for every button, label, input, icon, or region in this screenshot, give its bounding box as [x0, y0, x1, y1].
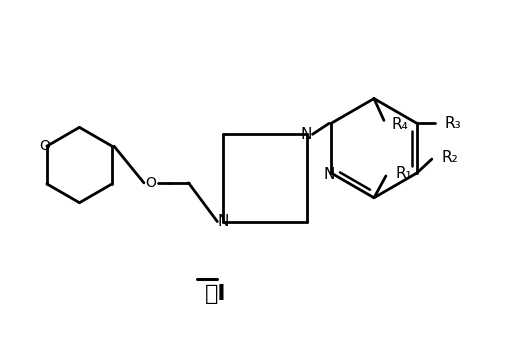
- Text: N: N: [301, 127, 312, 142]
- Text: R₃: R₃: [445, 116, 461, 131]
- Text: N: N: [217, 214, 229, 229]
- Text: O: O: [146, 176, 156, 190]
- Text: O: O: [39, 139, 50, 153]
- Text: 式I: 式I: [205, 284, 226, 304]
- Text: N: N: [323, 167, 335, 183]
- Text: R₄: R₄: [392, 117, 409, 132]
- Text: R₂: R₂: [442, 150, 459, 165]
- Text: R₁: R₁: [396, 166, 413, 182]
